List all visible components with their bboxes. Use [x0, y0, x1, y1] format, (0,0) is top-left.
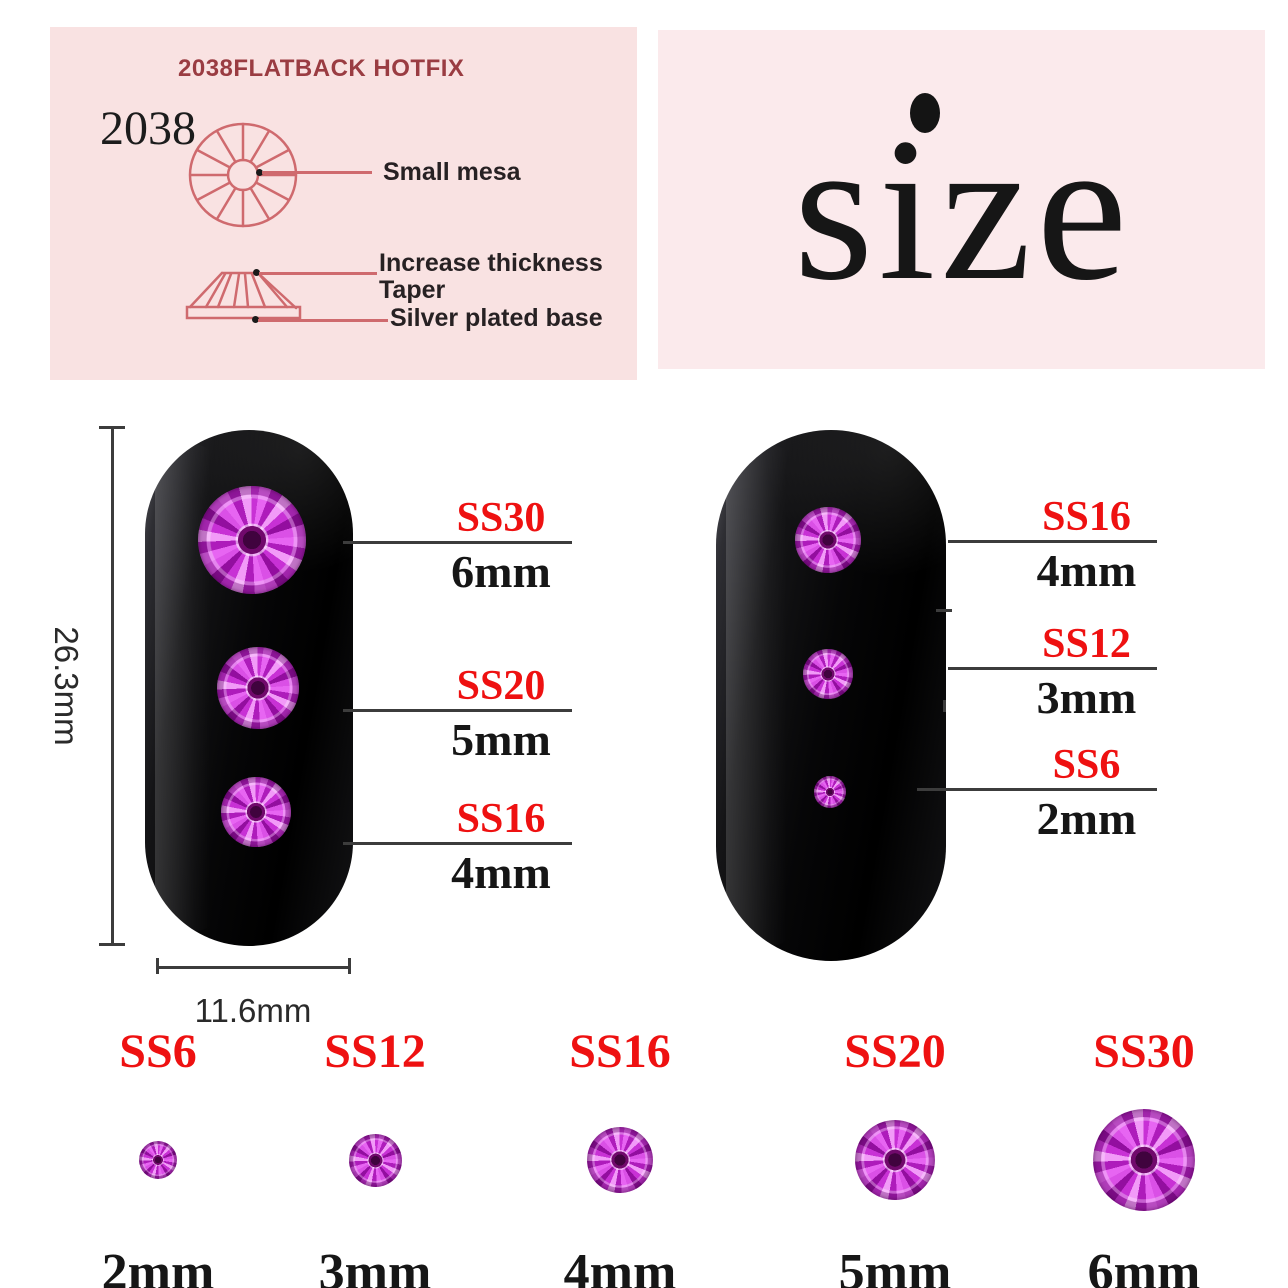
size-mm-label: 3mm [318, 1244, 432, 1288]
width-dimension-label: 11.6mm [194, 992, 312, 1029]
rhinestone-ss30 [198, 486, 306, 594]
spec-panel-title: 2038FLATBACK HOTFIX [178, 55, 465, 82]
size-code-label: SS30 [456, 495, 546, 541]
size-mm-label: 6mm [1087, 1244, 1201, 1288]
width-dimension-line [157, 966, 350, 969]
side-view-callout-taper: Taper [379, 276, 446, 304]
thickness-leader-line [259, 272, 377, 275]
size-mm-label: 2mm [101, 1244, 215, 1288]
rhinestone-top-view-icon [188, 122, 298, 228]
thickness-leader-dot [253, 269, 260, 276]
nail-edge-tick [943, 700, 946, 712]
size-code-label: SS20 [456, 663, 546, 709]
size-mm-label: 4mm [451, 847, 551, 898]
side-view-callout-thickness: Increase thickness [379, 249, 603, 277]
height-dimension-label: 26.3mm [48, 626, 85, 746]
size-code-label: SS20 [844, 1025, 946, 1078]
rhinestone-ss6 [814, 776, 846, 808]
size-mm-label: 4mm [1036, 545, 1137, 596]
callout-ss16-right: SS16 4mm [948, 495, 1157, 595]
size-code-label: SS12 [324, 1025, 426, 1078]
height-dimension-cap-bottom [99, 943, 125, 946]
size-heading: size [793, 96, 1133, 323]
size-code-label: SS6 [1052, 742, 1121, 788]
model-number-label: 2038 [100, 102, 196, 155]
size-heading-i-dot [910, 93, 940, 133]
size-mm-label: 2mm [1036, 793, 1137, 844]
mesa-leader-dot [256, 169, 263, 176]
top-view-callout-label: Small mesa [383, 158, 521, 186]
callout-ss16-left: SS16 4mm [343, 797, 572, 897]
size-code-label: SS16 [569, 1025, 671, 1078]
callout-ss20: SS20 5mm [343, 664, 572, 764]
callout-line [343, 541, 572, 544]
rhinestone-ss12 [803, 649, 853, 699]
callout-line [948, 667, 1157, 670]
size-panel: size [658, 30, 1265, 369]
callout-ss30: SS30 6mm [343, 496, 572, 596]
rhinestone-ss16 [221, 777, 291, 847]
size-code-label: SS12 [1042, 621, 1131, 667]
size-code-label: SS16 [1042, 494, 1131, 540]
callout-ss12: SS12 3mm [948, 622, 1157, 722]
size-row-item-ss6: SS6 2mm [63, 1028, 253, 1288]
rhinestone-ss16-right [795, 507, 861, 573]
size-row-item-ss12: SS12 3mm [280, 1028, 470, 1288]
nail-edge-tick [936, 609, 952, 612]
size-mm-label: 5mm [838, 1244, 952, 1288]
spec-panel: 2038FLATBACK HOTFIX 2038 Small mesa [50, 27, 637, 380]
size-mm-label: 4mm [563, 1244, 677, 1288]
size-mm-label: 3mm [1036, 672, 1137, 723]
width-dimension-cap-right [348, 958, 351, 974]
width-dimension-cap-left [156, 958, 159, 974]
callout-line [948, 540, 1157, 543]
callout-line [343, 709, 572, 712]
rhinestone [855, 1120, 935, 1200]
size-code-label: SS16 [456, 796, 546, 842]
base-leader-line [258, 319, 388, 322]
rhinestone-ss20 [217, 647, 299, 729]
size-code-label: SS6 [119, 1025, 197, 1078]
base-leader-dot [252, 316, 259, 323]
size-code-label: SS30 [1093, 1025, 1195, 1078]
callout-ss6: SS6 2mm [917, 743, 1157, 843]
rhinestone [1093, 1109, 1195, 1211]
height-dimension-line [111, 427, 114, 945]
height-dimension-cap-top [99, 426, 125, 429]
size-row-item-ss16: SS16 4mm [525, 1028, 715, 1288]
size-row-item-ss30: SS30 6mm [1049, 1028, 1239, 1288]
callout-line [343, 842, 572, 845]
size-mm-label: 5mm [451, 714, 551, 765]
size-mm-label: 6mm [451, 546, 551, 597]
callout-line [917, 788, 1157, 791]
rhinestone [139, 1141, 177, 1179]
size-row-item-ss20: SS20 5mm [800, 1028, 990, 1288]
mesa-leader-line [262, 171, 372, 174]
side-view-callout-base: Silver plated base [390, 304, 603, 332]
rhinestone-side-view-icon [185, 271, 302, 320]
rhinestone [587, 1127, 653, 1193]
rhinestone [348, 1133, 402, 1187]
